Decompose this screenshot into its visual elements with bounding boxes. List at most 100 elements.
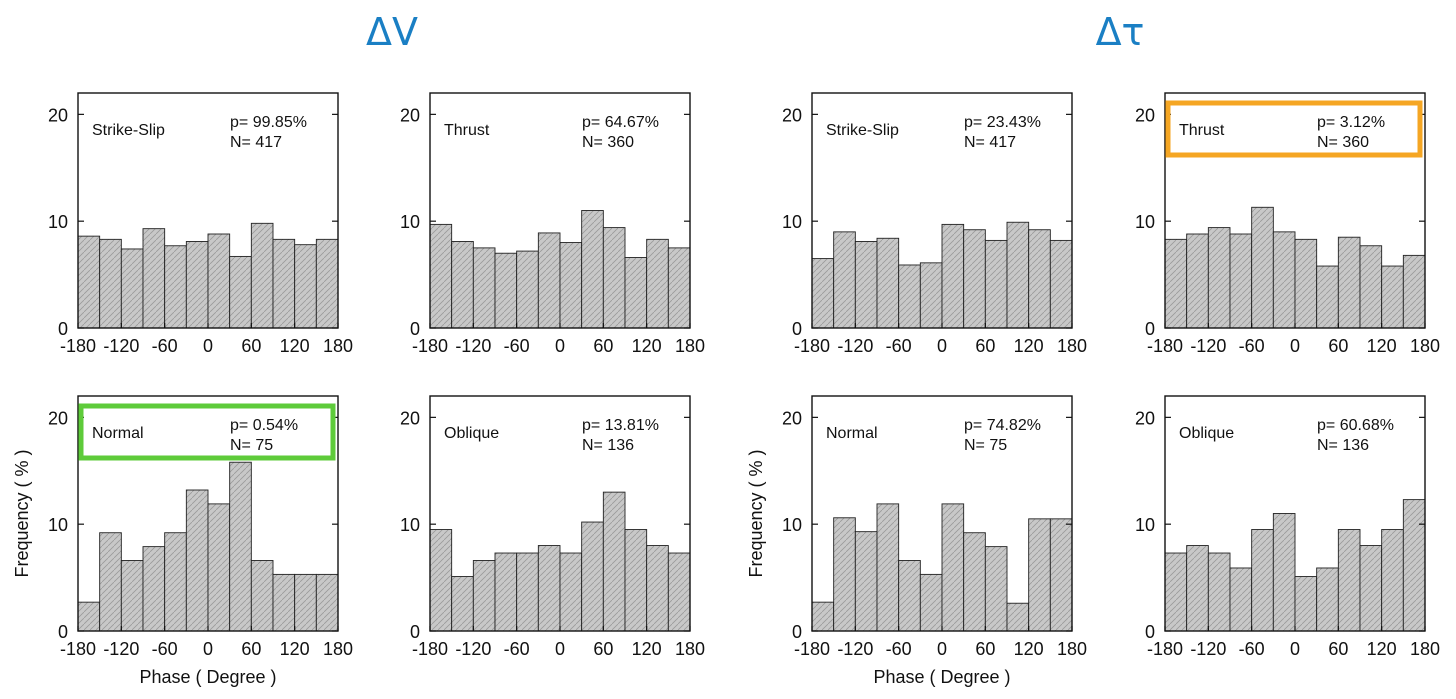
y-tick-label: 0 xyxy=(58,622,68,642)
histogram-bar xyxy=(494,252,518,329)
histogram-bar xyxy=(250,560,274,632)
histogram-bar xyxy=(494,552,518,632)
y-tick-label: 20 xyxy=(1135,408,1155,428)
histogram-bar xyxy=(646,545,669,632)
x-tick-label: -60 xyxy=(886,639,912,659)
y-tick-label: 0 xyxy=(410,319,420,339)
histogram-bar xyxy=(164,532,187,632)
histogram-bar xyxy=(854,531,878,632)
n-count-label: N= 136 xyxy=(582,437,634,454)
x-tick-label: 120 xyxy=(1367,336,1397,356)
x-tick-label: 0 xyxy=(937,639,947,659)
histogram-panel: 0 10 20 -180 -120 -60 0 60 120 180 Strike-Slip p= 9… xyxy=(48,92,353,356)
fault-type-label: Oblique xyxy=(1179,425,1234,442)
x-tick-label: 180 xyxy=(675,336,705,356)
x-tick-label: -120 xyxy=(837,336,873,356)
histogram-bar xyxy=(1272,231,1296,329)
histogram-bar xyxy=(602,491,626,632)
x-tick-label: -120 xyxy=(455,639,491,659)
p-value-label: p= 13.81% xyxy=(582,417,659,434)
x-tick-label: -120 xyxy=(1190,336,1226,356)
histogram-bar xyxy=(472,247,496,329)
n-count-label: N= 136 xyxy=(1317,437,1369,454)
histogram-bar xyxy=(898,264,921,329)
y-tick-label: 20 xyxy=(782,105,802,125)
histogram-bar xyxy=(833,231,856,329)
histogram-panel: 0 10 20 -180 -120 -60 0 60 120 180 Oblique p= 60.68… xyxy=(1135,395,1440,659)
histogram-bar xyxy=(811,258,835,329)
n-count-label: N= 417 xyxy=(230,134,282,151)
x-tick-label: 180 xyxy=(1057,336,1087,356)
histogram-bar xyxy=(624,257,648,329)
x-tick-label: -60 xyxy=(152,639,178,659)
highlight-box xyxy=(78,403,336,461)
x-tick-label: -120 xyxy=(103,336,139,356)
p-value-label: p= 3.12% xyxy=(1317,114,1385,131)
histogram-panels: 0 10 20 -180 -120 -60 0 60 120 180 Strike-Slip p= 9… xyxy=(12,92,1440,687)
group-title-delta-v: ΔV xyxy=(366,10,418,54)
histogram-bar xyxy=(294,573,317,632)
histogram-bar xyxy=(963,532,986,632)
y-tick-label: 20 xyxy=(782,408,802,428)
y-tick-label: 0 xyxy=(1145,319,1155,339)
y-axis-title: Frequency ( % ) xyxy=(746,449,766,577)
histogram-bar xyxy=(581,521,604,632)
p-value-label: p= 64.67% xyxy=(582,114,659,131)
histogram-bar xyxy=(272,573,296,632)
histogram-bar xyxy=(941,223,965,329)
y-tick-label: 10 xyxy=(782,515,802,535)
x-tick-label: 60 xyxy=(975,336,995,356)
histogram-bar xyxy=(1294,576,1318,632)
histogram-bar xyxy=(1251,529,1274,632)
y-tick-label: 0 xyxy=(1145,622,1155,642)
x-tick-label: -180 xyxy=(412,336,448,356)
x-tick-label: -120 xyxy=(455,336,491,356)
x-tick-label: 180 xyxy=(1410,639,1440,659)
histogram-bar xyxy=(1294,238,1318,329)
histogram-bar xyxy=(833,517,856,632)
x-tick-label: 180 xyxy=(675,639,705,659)
histogram-bar xyxy=(1207,552,1231,632)
histogram-bar xyxy=(537,232,561,329)
histogram-bar xyxy=(646,238,669,329)
x-tick-label: 60 xyxy=(593,336,613,356)
p-value-label: p= 0.54% xyxy=(230,417,298,434)
histogram-bar xyxy=(315,238,339,329)
y-tick-label: 0 xyxy=(792,622,802,642)
histogram-bar xyxy=(854,241,878,329)
histogram-bar xyxy=(1381,529,1404,632)
y-tick-label: 0 xyxy=(410,622,420,642)
x-tick-label: 120 xyxy=(632,639,662,659)
histogram-bar xyxy=(120,560,144,632)
x-tick-label: -180 xyxy=(412,639,448,659)
histogram-bar xyxy=(207,503,231,632)
histogram-bar xyxy=(516,552,539,632)
p-value-label: p= 23.43% xyxy=(964,114,1041,131)
histogram-bar xyxy=(811,601,835,632)
histogram-bar xyxy=(898,560,921,632)
y-tick-label: 20 xyxy=(48,105,68,125)
histogram-bar xyxy=(559,242,583,329)
x-tick-label: -180 xyxy=(60,336,96,356)
histogram-bar xyxy=(876,237,900,329)
y-tick-label: 20 xyxy=(400,105,420,125)
histogram-bar xyxy=(876,503,900,632)
histogram-bar xyxy=(1207,227,1231,329)
x-tick-label: 120 xyxy=(632,336,662,356)
fault-type-label: Strike-Slip xyxy=(826,122,899,139)
x-tick-label: 180 xyxy=(1057,639,1087,659)
histogram-bar xyxy=(667,247,691,329)
n-count-label: N= 360 xyxy=(582,134,634,151)
y-tick-label: 0 xyxy=(58,319,68,339)
y-tick-label: 20 xyxy=(48,408,68,428)
histogram-bar xyxy=(1272,513,1296,632)
histogram-panel: 0 10 20 -180 -120 -60 0 60 120 180 Normal p= 0.54% N… xyxy=(12,395,353,687)
histogram-bar xyxy=(1359,545,1383,632)
histogram-bar xyxy=(1381,265,1404,329)
group-title-delta-tau: Δτ xyxy=(1096,10,1145,54)
y-tick-label: 20 xyxy=(1135,105,1155,125)
x-tick-label: 0 xyxy=(937,336,947,356)
histogram-bar xyxy=(429,529,453,632)
x-tick-label: -60 xyxy=(886,336,912,356)
